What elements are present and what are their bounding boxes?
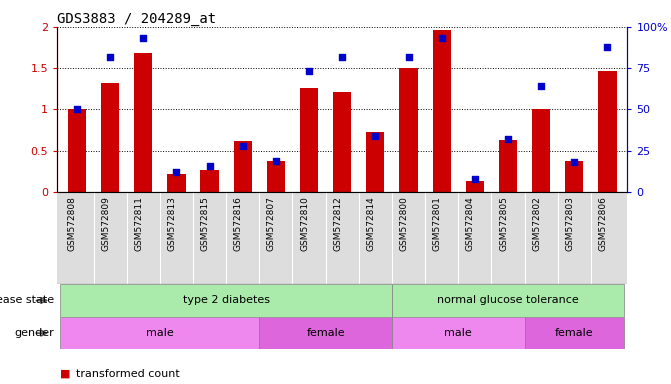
Text: GSM572813: GSM572813	[167, 197, 176, 252]
Bar	[201, 170, 219, 192]
Bar	[167, 174, 185, 192]
Text: GSM572806: GSM572806	[599, 197, 607, 252]
Text: GSM572809: GSM572809	[101, 197, 110, 252]
Bar	[234, 141, 252, 192]
Text: GSM572815: GSM572815	[201, 197, 209, 252]
Bar	[499, 140, 517, 192]
Point	[370, 133, 380, 139]
Bar	[60, 317, 259, 349]
Point	[238, 143, 248, 149]
Text: type 2 diabetes: type 2 diabetes	[183, 295, 270, 306]
Text: GSM572805: GSM572805	[499, 197, 508, 252]
Point	[72, 106, 83, 113]
Text: GSM572804: GSM572804	[466, 197, 475, 252]
Text: normal glucose tolerance: normal glucose tolerance	[437, 295, 579, 306]
Text: GSM572812: GSM572812	[333, 197, 342, 252]
Point	[403, 53, 414, 60]
Text: transformed count: transformed count	[76, 369, 180, 379]
Text: disease state: disease state	[0, 295, 54, 306]
Text: GSM572808: GSM572808	[68, 197, 77, 252]
Text: GSM572801: GSM572801	[433, 197, 442, 252]
Text: male: male	[146, 328, 174, 338]
Bar	[392, 317, 525, 349]
Text: female: female	[555, 328, 594, 338]
Bar	[525, 317, 624, 349]
Bar	[300, 88, 318, 192]
Bar	[366, 132, 384, 192]
Point	[105, 53, 115, 60]
Bar	[267, 161, 285, 192]
Text: GSM572810: GSM572810	[300, 197, 309, 252]
Text: GDS3883 / 204289_at: GDS3883 / 204289_at	[57, 12, 216, 26]
Bar	[532, 109, 550, 192]
Text: GSM572800: GSM572800	[399, 197, 409, 252]
Text: GSM572802: GSM572802	[532, 197, 541, 252]
Bar	[259, 317, 392, 349]
Bar	[134, 53, 152, 192]
Point	[436, 35, 447, 41]
Point	[503, 136, 513, 142]
Bar	[599, 71, 617, 192]
Bar	[392, 284, 624, 317]
Point	[602, 44, 613, 50]
Text: gender: gender	[14, 328, 54, 338]
Text: male: male	[444, 328, 472, 338]
Text: GSM572814: GSM572814	[366, 197, 375, 252]
Bar	[565, 161, 584, 192]
Bar	[57, 192, 627, 284]
Text: GSM572807: GSM572807	[267, 197, 276, 252]
Point	[536, 83, 547, 89]
Bar	[333, 92, 352, 192]
Bar	[101, 83, 119, 192]
Text: GSM572811: GSM572811	[134, 197, 143, 252]
Point	[304, 68, 315, 74]
Text: GSM572803: GSM572803	[566, 197, 574, 252]
Point	[138, 35, 148, 41]
Point	[204, 162, 215, 169]
Point	[270, 157, 281, 164]
Text: female: female	[307, 328, 345, 338]
Bar	[433, 30, 451, 192]
Text: ■: ■	[60, 369, 71, 379]
Point	[337, 53, 348, 60]
Bar	[399, 68, 417, 192]
Bar	[60, 284, 392, 317]
Bar	[68, 109, 86, 192]
Point	[569, 159, 580, 166]
Bar	[466, 181, 484, 192]
Point	[171, 169, 182, 175]
Text: GSM572816: GSM572816	[234, 197, 243, 252]
Point	[470, 176, 480, 182]
